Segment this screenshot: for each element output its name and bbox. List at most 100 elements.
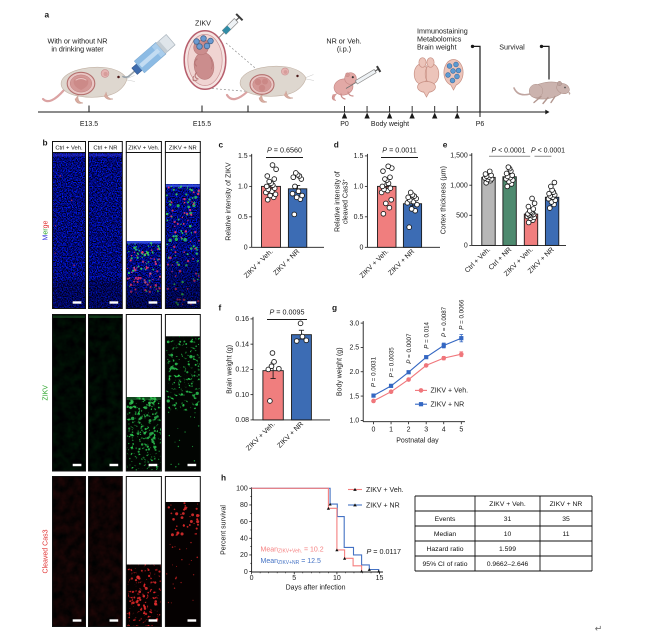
svg-text:Days after infection: Days after infection [286,585,346,592]
svg-text:MeanZIKV+Veh. = 10.2: MeanZIKV+Veh. = 10.2 [261,547,324,555]
svg-text:0: 0 [250,575,254,582]
svg-text:ZIKV + Veh.: ZIKV + Veh. [366,487,404,494]
svg-text:ZIKV + NR: ZIKV + NR [272,248,301,277]
svg-text:0: 0 [359,245,363,252]
svg-text:↵: ↵ [595,624,603,634]
svg-text:1.0: 1.0 [238,184,248,191]
svg-text:ZIKV: ZIKV [43,385,50,401]
svg-text:0: 0 [372,427,376,434]
svg-text:10: 10 [333,575,341,582]
svg-text:in drinking water: in drinking water [51,45,104,54]
svg-text:3.0: 3.0 [349,320,359,327]
svg-text:ZIKV + NR: ZIKV + NR [387,248,416,277]
svg-text:P = 0.0035: P = 0.0035 [388,347,395,378]
svg-text:P = 0.0031: P = 0.0031 [371,356,378,387]
svg-text:1.5: 1.5 [238,153,248,160]
svg-text:ZIKV + NR: ZIKV + NR [276,421,305,450]
svg-text:Merge: Merge [43,220,50,240]
svg-text:60: 60 [240,519,248,526]
svg-text:1: 1 [389,427,393,434]
svg-text:Brain weight (g): Brain weight (g) [227,345,234,394]
svg-text:ZIKV + Veh.: ZIKV + Veh. [245,421,277,453]
svg-text:a: a [45,10,50,20]
svg-text:Median: Median [434,531,457,538]
svg-text:0.12: 0.12 [235,367,249,374]
svg-text:3: 3 [424,427,428,434]
svg-text:0.5: 0.5 [238,214,248,221]
svg-text:E13.5: E13.5 [80,121,98,128]
svg-text:P = 0.0117: P = 0.0117 [367,547,401,556]
svg-text:P = 0.014: P = 0.014 [423,321,430,348]
svg-text:P6: P6 [476,121,485,128]
svg-text:Cortex thickness (µm): Cortex thickness (µm) [441,166,448,234]
svg-text:b: b [43,138,48,148]
svg-text:P = 0.6560: P = 0.6560 [267,146,302,155]
svg-text:1,500: 1,500 [450,152,468,159]
svg-text:E15.5: E15.5 [193,121,211,128]
svg-text:Survival: Survival [499,43,525,52]
svg-text:0.14: 0.14 [235,341,249,348]
svg-text:0.10: 0.10 [235,392,249,399]
svg-text:500: 500 [456,213,468,220]
svg-text:1.5: 1.5 [349,393,359,400]
svg-text:1.0: 1.0 [354,184,364,191]
svg-text:Hazard ratio: Hazard ratio [426,546,463,553]
svg-text:ZIKV + Veh.: ZIKV + Veh. [128,145,159,151]
svg-text:40: 40 [240,536,248,543]
svg-text:ZIKV: ZIKV [195,19,211,28]
svg-text:Percent survival: Percent survival [221,505,228,555]
svg-text:0: 0 [464,243,468,250]
svg-text:P0: P0 [340,121,349,128]
svg-text:5: 5 [459,427,463,434]
svg-text:0.08: 0.08 [235,417,249,424]
svg-text:20: 20 [240,552,248,559]
svg-text:100: 100 [236,486,248,493]
svg-text:Metabolomics: Metabolomics [417,35,462,44]
svg-text:5: 5 [292,575,296,582]
svg-text:1.599: 1.599 [499,546,516,553]
svg-text:35: 35 [562,516,570,523]
svg-text:ZIKV + NR: ZIKV + NR [366,503,400,510]
svg-text:Ctrl + Veh.: Ctrl + Veh. [464,246,492,274]
svg-text:MeanZIKV+NR = 12.5: MeanZIKV+NR = 12.5 [261,558,321,566]
svg-text:P = 0.0011: P = 0.0011 [382,146,416,155]
svg-text:0.16: 0.16 [235,316,249,323]
svg-text:ZIKV + Veh.: ZIKV + Veh. [489,501,526,508]
svg-text:Ctrl + Veh.: Ctrl + Veh. [55,145,83,151]
svg-text:15: 15 [376,575,384,582]
svg-text:Relative intensity of ZIKV: Relative intensity of ZIKV [226,162,233,241]
svg-text:Cleaved Cas3: Cleaved Cas3 [43,529,50,573]
svg-text:0: 0 [244,569,248,576]
svg-text:ZIKV + NR: ZIKV + NR [169,145,197,151]
svg-text:e: e [443,139,448,149]
svg-text:2.0: 2.0 [349,369,359,376]
svg-text:ZIKV + Veh.: ZIKV + Veh. [431,388,469,395]
svg-text:Immunostaining: Immunostaining [417,27,468,36]
svg-text:31: 31 [504,516,512,523]
svg-text:h: h [221,472,226,482]
svg-text:(i.p.): (i.p.) [337,45,351,54]
svg-text:Ctrl + NR: Ctrl + NR [93,145,117,151]
svg-text:95% CI of ratio: 95% CI of ratio [423,561,468,568]
svg-text:P < 0.0001: P < 0.0001 [531,147,565,154]
svg-text:4: 4 [442,427,446,434]
svg-text:P = 0.0007: P = 0.0007 [406,333,413,364]
svg-text:NR or Veh.: NR or Veh. [326,37,361,46]
svg-text:Body weight (g): Body weight (g) [337,347,344,396]
svg-text:Postnatal day: Postnatal day [396,438,439,445]
svg-text:P = 0.0066: P = 0.0066 [459,299,466,330]
svg-text:80: 80 [240,502,248,509]
svg-text:ZIKV + Veh.: ZIKV + Veh. [243,248,275,280]
svg-text:0.9662–2.646: 0.9662–2.646 [487,561,529,568]
svg-text:2: 2 [407,427,411,434]
svg-text:With or without NR: With or without NR [48,37,108,46]
svg-text:d: d [334,139,339,149]
svg-text:0.5: 0.5 [354,214,364,221]
svg-text:ZIKV + Veh.: ZIKV + Veh. [359,248,391,280]
svg-text:1.0: 1.0 [349,418,359,425]
svg-text:P = 0.0095: P = 0.0095 [270,308,305,317]
svg-text:cleaved Cas3+: cleaved Cas3+ [342,179,350,224]
svg-text:11: 11 [562,531,569,538]
svg-text:ZIKV + NR: ZIKV + NR [550,501,583,508]
svg-text:P < 0.0001: P < 0.0001 [491,147,525,154]
